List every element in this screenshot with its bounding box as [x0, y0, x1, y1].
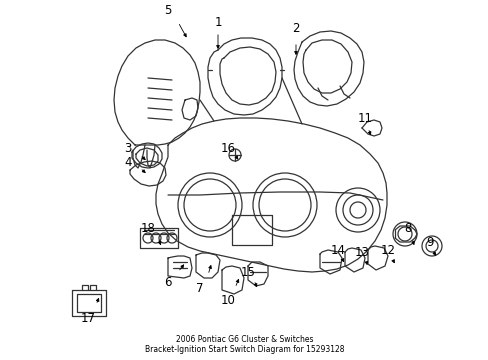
Text: 13: 13: [354, 246, 368, 258]
Text: Bracket-Ignition Start Switch Diagram for 15293128: Bracket-Ignition Start Switch Diagram fo…: [144, 346, 344, 355]
Text: 5: 5: [164, 4, 171, 17]
Text: 15: 15: [240, 266, 255, 279]
Text: 14: 14: [330, 243, 345, 256]
Text: 10: 10: [220, 293, 235, 306]
Text: 17: 17: [81, 311, 95, 324]
Text: 18: 18: [140, 221, 155, 234]
Text: 9: 9: [426, 235, 433, 248]
Text: 2: 2: [292, 22, 299, 35]
Text: 4: 4: [124, 156, 131, 168]
Text: 12: 12: [380, 243, 395, 256]
Text: 3: 3: [124, 141, 131, 154]
Text: 6: 6: [164, 275, 171, 288]
Text: 7: 7: [196, 282, 203, 294]
Text: 11: 11: [357, 112, 372, 125]
Text: 1: 1: [214, 15, 221, 28]
Text: 8: 8: [404, 221, 411, 234]
Text: 16: 16: [220, 141, 235, 154]
Text: 2006 Pontiac G6 Cluster & Switches: 2006 Pontiac G6 Cluster & Switches: [175, 336, 313, 345]
